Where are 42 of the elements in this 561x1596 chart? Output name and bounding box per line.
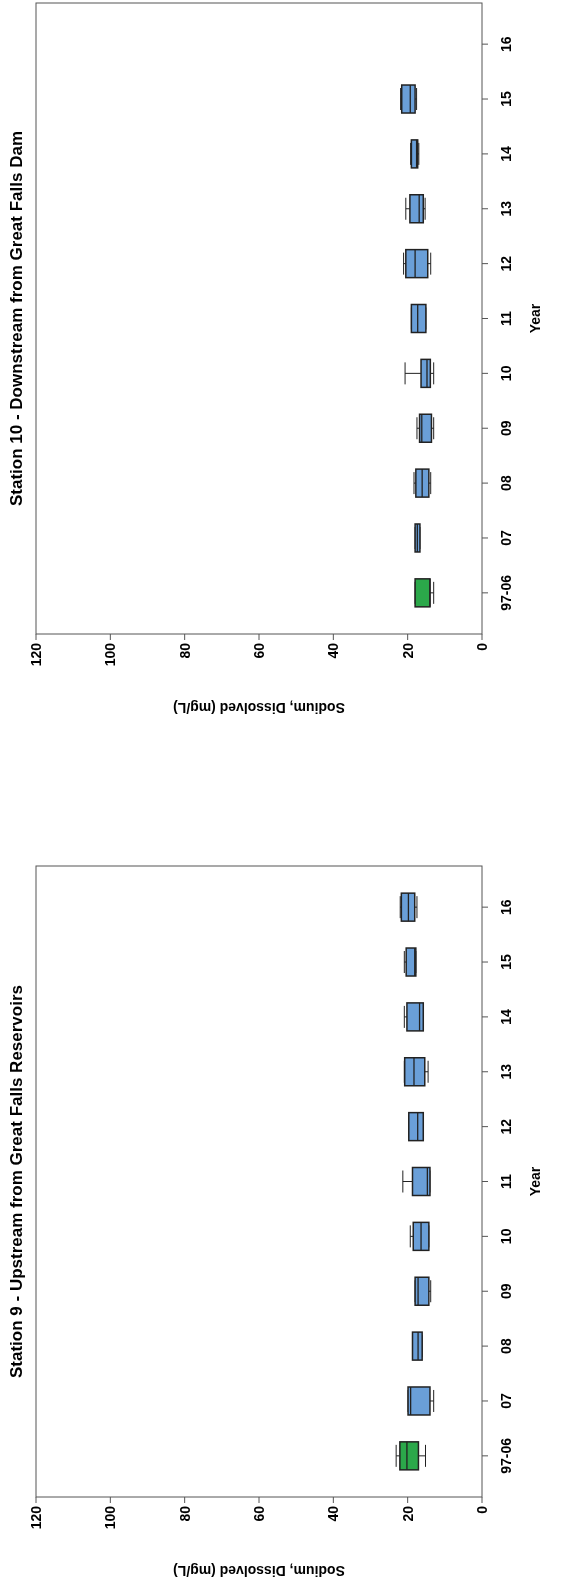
x-tick-label: 40 <box>325 1505 342 1522</box>
y-tick-label: 07 <box>497 529 514 546</box>
x-tick-label: 60 <box>250 642 267 659</box>
y-tick-label: 10 <box>497 1228 514 1245</box>
y-tick-label: 14 <box>497 1008 514 1025</box>
y-tick-label: 97-06 <box>497 574 514 611</box>
text: Station 9 - Upstream from Great Falls Reservoirs <box>7 984 26 1379</box>
y-tick-label: 15 <box>497 91 514 107</box>
y-tick-label: 13 <box>497 1063 514 1080</box>
y-tick-label: 10 <box>497 365 514 382</box>
y-tick-label: 14 <box>497 145 514 162</box>
x-tick-label: 120 <box>27 642 44 667</box>
x-tick-label: 80 <box>176 642 193 659</box>
x-tick-label: 100 <box>102 1505 119 1530</box>
y-tick-label: 07 <box>497 1392 514 1409</box>
y-tick-label: 11 <box>497 1173 514 1189</box>
y-tick-label: 16 <box>497 36 514 52</box>
y-tick-label: 09 <box>497 1283 514 1300</box>
y-tick-label: 97-06 <box>497 1437 514 1474</box>
x-tick-label: 120 <box>27 1505 44 1530</box>
x-tick-label: 20 <box>399 642 416 659</box>
x-tick-label: 80 <box>176 1505 193 1522</box>
x-tick-label: 60 <box>250 1505 267 1522</box>
y-tick-label: 12 <box>497 1118 514 1135</box>
y-tick-label: 11 <box>497 310 514 326</box>
y-tick-label: 16 <box>497 899 514 915</box>
y-tick-label: 12 <box>497 255 514 272</box>
y-axis-title: Year <box>527 1166 543 1197</box>
y-tick-label: 13 <box>497 200 514 217</box>
x-tick-label: 20 <box>399 1505 416 1522</box>
y-tick-label: 08 <box>497 475 514 491</box>
x-tick-label: 0 <box>473 642 490 651</box>
text: Station 10 - Downstream from Great Falls Dam <box>7 130 26 507</box>
x-axis-title: Sodium, Dissolved (mg/L) <box>173 700 345 717</box>
x-tick-label: 0 <box>473 1505 490 1514</box>
y-axis-title: Year <box>527 303 543 334</box>
y-tick-label: 09 <box>497 420 514 437</box>
x-axis-title: Sodium, Dissolved (mg/L) <box>173 1563 345 1580</box>
x-tick-label: 40 <box>325 642 342 659</box>
x-tick-label: 100 <box>102 642 119 667</box>
y-tick-label: 15 <box>497 954 514 970</box>
y-tick-label: 08 <box>497 1338 514 1354</box>
